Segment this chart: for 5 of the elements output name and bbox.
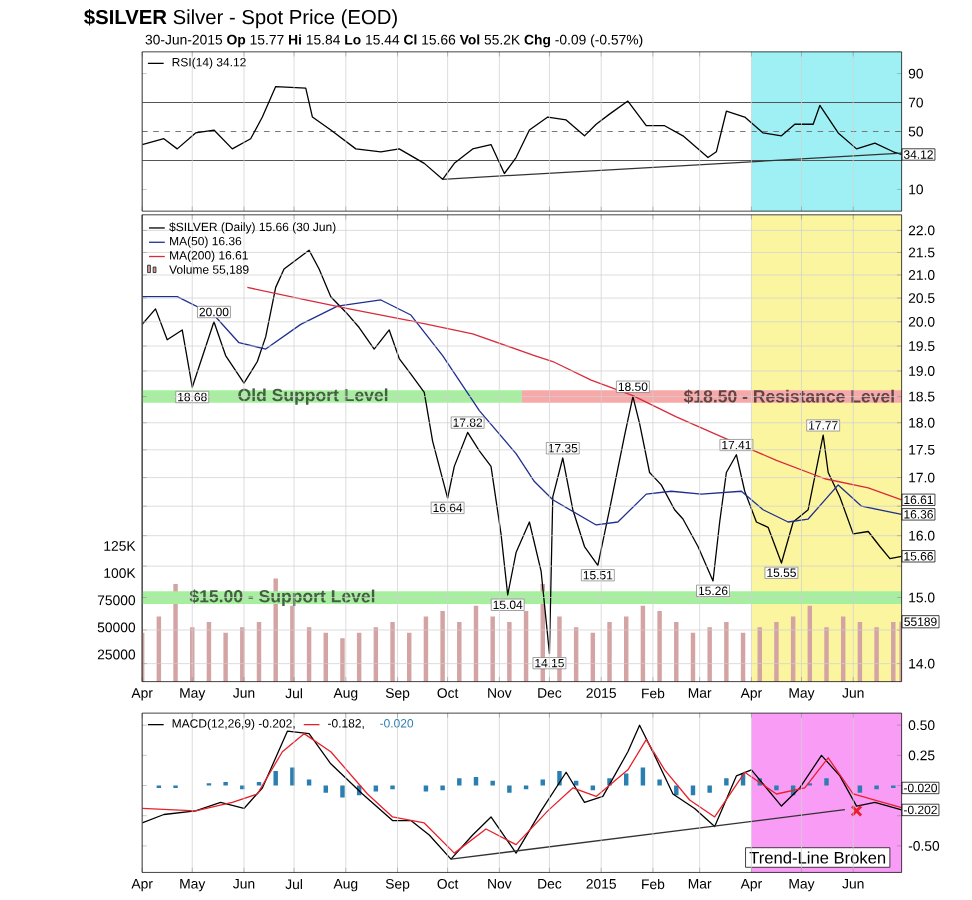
- band-label: $15.00 - Support Level: [189, 589, 375, 606]
- band-label: $18.50 - Resistance Level: [683, 389, 894, 404]
- chart-title: $SILVER Silver - Spot Price (EOD): [84, 8, 397, 29]
- band-label: Old Support Level: [238, 388, 388, 405]
- annotation: Trend-Line Broken: [749, 851, 886, 864]
